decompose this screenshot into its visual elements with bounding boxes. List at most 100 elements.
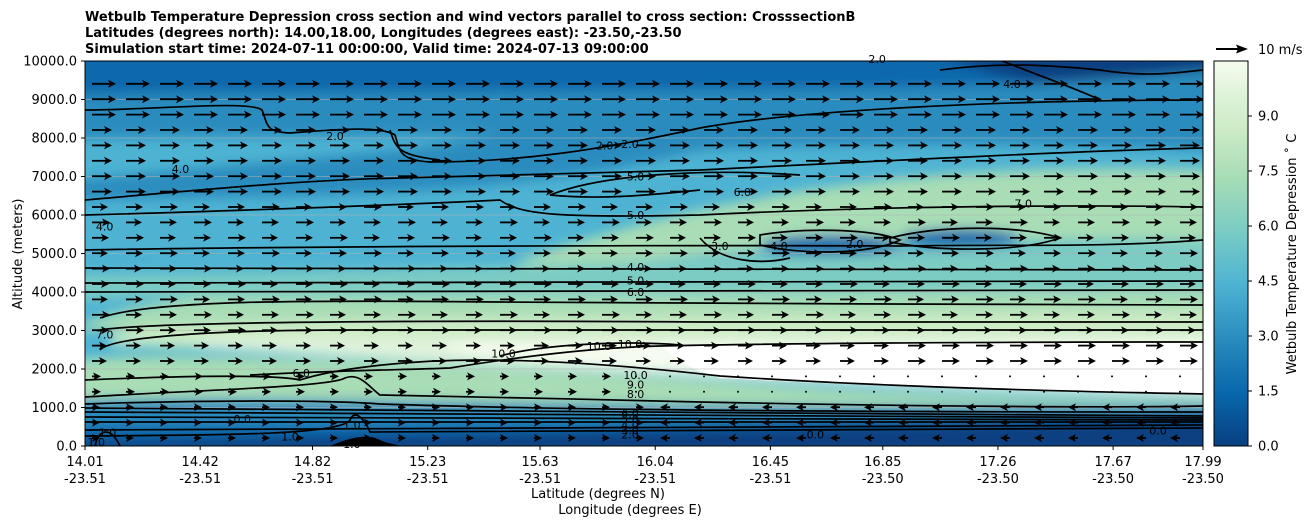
wind-vector-head — [1122, 357, 1130, 365]
wind-vector-head — [338, 310, 346, 319]
y-tick-label: 0.0 — [56, 440, 77, 455]
wind-vector-head — [1086, 280, 1094, 288]
wind-vector-head — [898, 403, 906, 412]
wind-vector-head — [204, 310, 212, 319]
contour-label: 10.0 — [491, 348, 516, 361]
wind-vector-head — [203, 233, 211, 242]
wind-vector-head — [575, 341, 583, 350]
wind-vector-head — [444, 141, 452, 150]
wind-vector-head — [918, 341, 926, 350]
wind-vector-head — [331, 387, 339, 396]
wind-vector-head — [444, 156, 452, 165]
contour-label: 0.0 — [807, 428, 825, 441]
wind-vector-head — [168, 280, 176, 288]
wind-vector-head — [338, 264, 346, 273]
wind-vector-head — [406, 249, 414, 258]
wind-vector-head — [1154, 218, 1162, 227]
wind-vector-head — [546, 156, 554, 165]
wind-vector-head — [408, 264, 416, 273]
wind-vector-head — [407, 326, 415, 335]
wind-vector-head — [337, 341, 345, 350]
wind-vector-head — [924, 95, 932, 104]
colorbar-tick-label: 7.5 — [1258, 165, 1279, 180]
wind-vector-head — [782, 249, 790, 258]
wind-vector-head — [660, 403, 668, 412]
wind-vector-dot — [669, 390, 671, 393]
wind-vector-head — [782, 203, 790, 211]
y-tick-label: 10000.0 — [23, 55, 77, 70]
wind-vector-head — [337, 357, 345, 365]
wind-vector-head — [610, 203, 618, 211]
wind-vector-head — [543, 249, 551, 258]
wind-vector-head — [1054, 280, 1062, 288]
wind-vector-head — [346, 79, 354, 88]
wind-vector-head — [410, 141, 418, 150]
wind-vector-head — [1196, 110, 1203, 119]
wind-vector-head — [482, 79, 490, 88]
wind-vector-head — [966, 403, 974, 412]
wind-vector-head — [886, 141, 894, 150]
wind-vector-head — [636, 434, 644, 442]
wind-vector-head — [238, 233, 246, 242]
x-tick-label-latitude: 15.63 — [521, 455, 558, 470]
wind-vector-head — [441, 295, 449, 304]
wind-vector-head — [372, 280, 380, 288]
wind-vector-head — [680, 295, 688, 304]
wind-vector-head — [432, 403, 440, 412]
wind-vector-head — [1158, 141, 1166, 150]
wind-vector-head — [1124, 126, 1132, 134]
wind-vector-head — [1020, 341, 1028, 350]
x-tick-label-longitude: -23.51 — [407, 472, 449, 487]
wind-vector-head — [849, 295, 857, 304]
wind-vector-head — [686, 79, 694, 88]
wind-vector-head — [850, 326, 858, 335]
wind-vector-head — [788, 95, 796, 104]
wind-vector-head — [814, 295, 822, 304]
wind-vector-head — [952, 326, 960, 335]
wind-vector-dot — [941, 375, 943, 378]
wind-vector-dot — [1111, 390, 1113, 393]
wind-vector-head — [238, 280, 246, 288]
wind-vector-head — [1120, 203, 1128, 211]
wind-vector-head — [99, 357, 107, 365]
wind-vector-head — [342, 141, 350, 150]
wind-vector-head — [646, 233, 654, 242]
wind-vector-head — [135, 249, 143, 258]
wind-vector-head — [170, 295, 178, 304]
wind-vector-head — [711, 357, 719, 365]
contour-label: 2.0 — [868, 53, 886, 66]
wind-vector-head — [1000, 418, 1008, 427]
wind-vector-head — [986, 203, 994, 211]
wind-vector-head — [535, 372, 543, 381]
wind-vector-head — [512, 141, 520, 150]
wind-vector-head — [714, 264, 722, 273]
wind-vector-head — [1034, 434, 1042, 442]
wind-vector-head — [882, 326, 890, 335]
wind-vector-head — [612, 264, 620, 273]
wind-vector-head — [229, 387, 237, 396]
wind-vector-head — [694, 403, 702, 412]
wind-vector-head — [1156, 357, 1164, 365]
wind-vector-head — [750, 172, 758, 181]
wind-vector-head — [478, 156, 486, 165]
wind-vector-head — [818, 187, 826, 196]
wind-vector-head — [578, 249, 586, 258]
y-tick-label: 2000.0 — [32, 363, 78, 378]
wind-vector-head — [240, 141, 248, 150]
wind-vector-head — [102, 310, 110, 319]
wind-vector-head — [830, 403, 838, 412]
wind-vector-head — [988, 187, 996, 196]
wind-vector-head — [228, 434, 236, 442]
wind-vector-head — [306, 310, 314, 319]
wind-vector-head — [818, 126, 826, 134]
wind-vector-head — [1121, 280, 1129, 288]
wind-vector-head — [372, 233, 380, 242]
contour-label: 4.0 — [770, 240, 788, 253]
x-tick-label-longitude: -23.50 — [977, 472, 1019, 487]
wind-vector-head — [568, 418, 576, 427]
wind-vector-head — [534, 434, 542, 442]
wind-vector-head — [815, 326, 823, 335]
wind-vector-head — [203, 280, 211, 288]
contour-label: 7.0 — [96, 328, 114, 341]
wind-vector-head — [1121, 326, 1129, 335]
